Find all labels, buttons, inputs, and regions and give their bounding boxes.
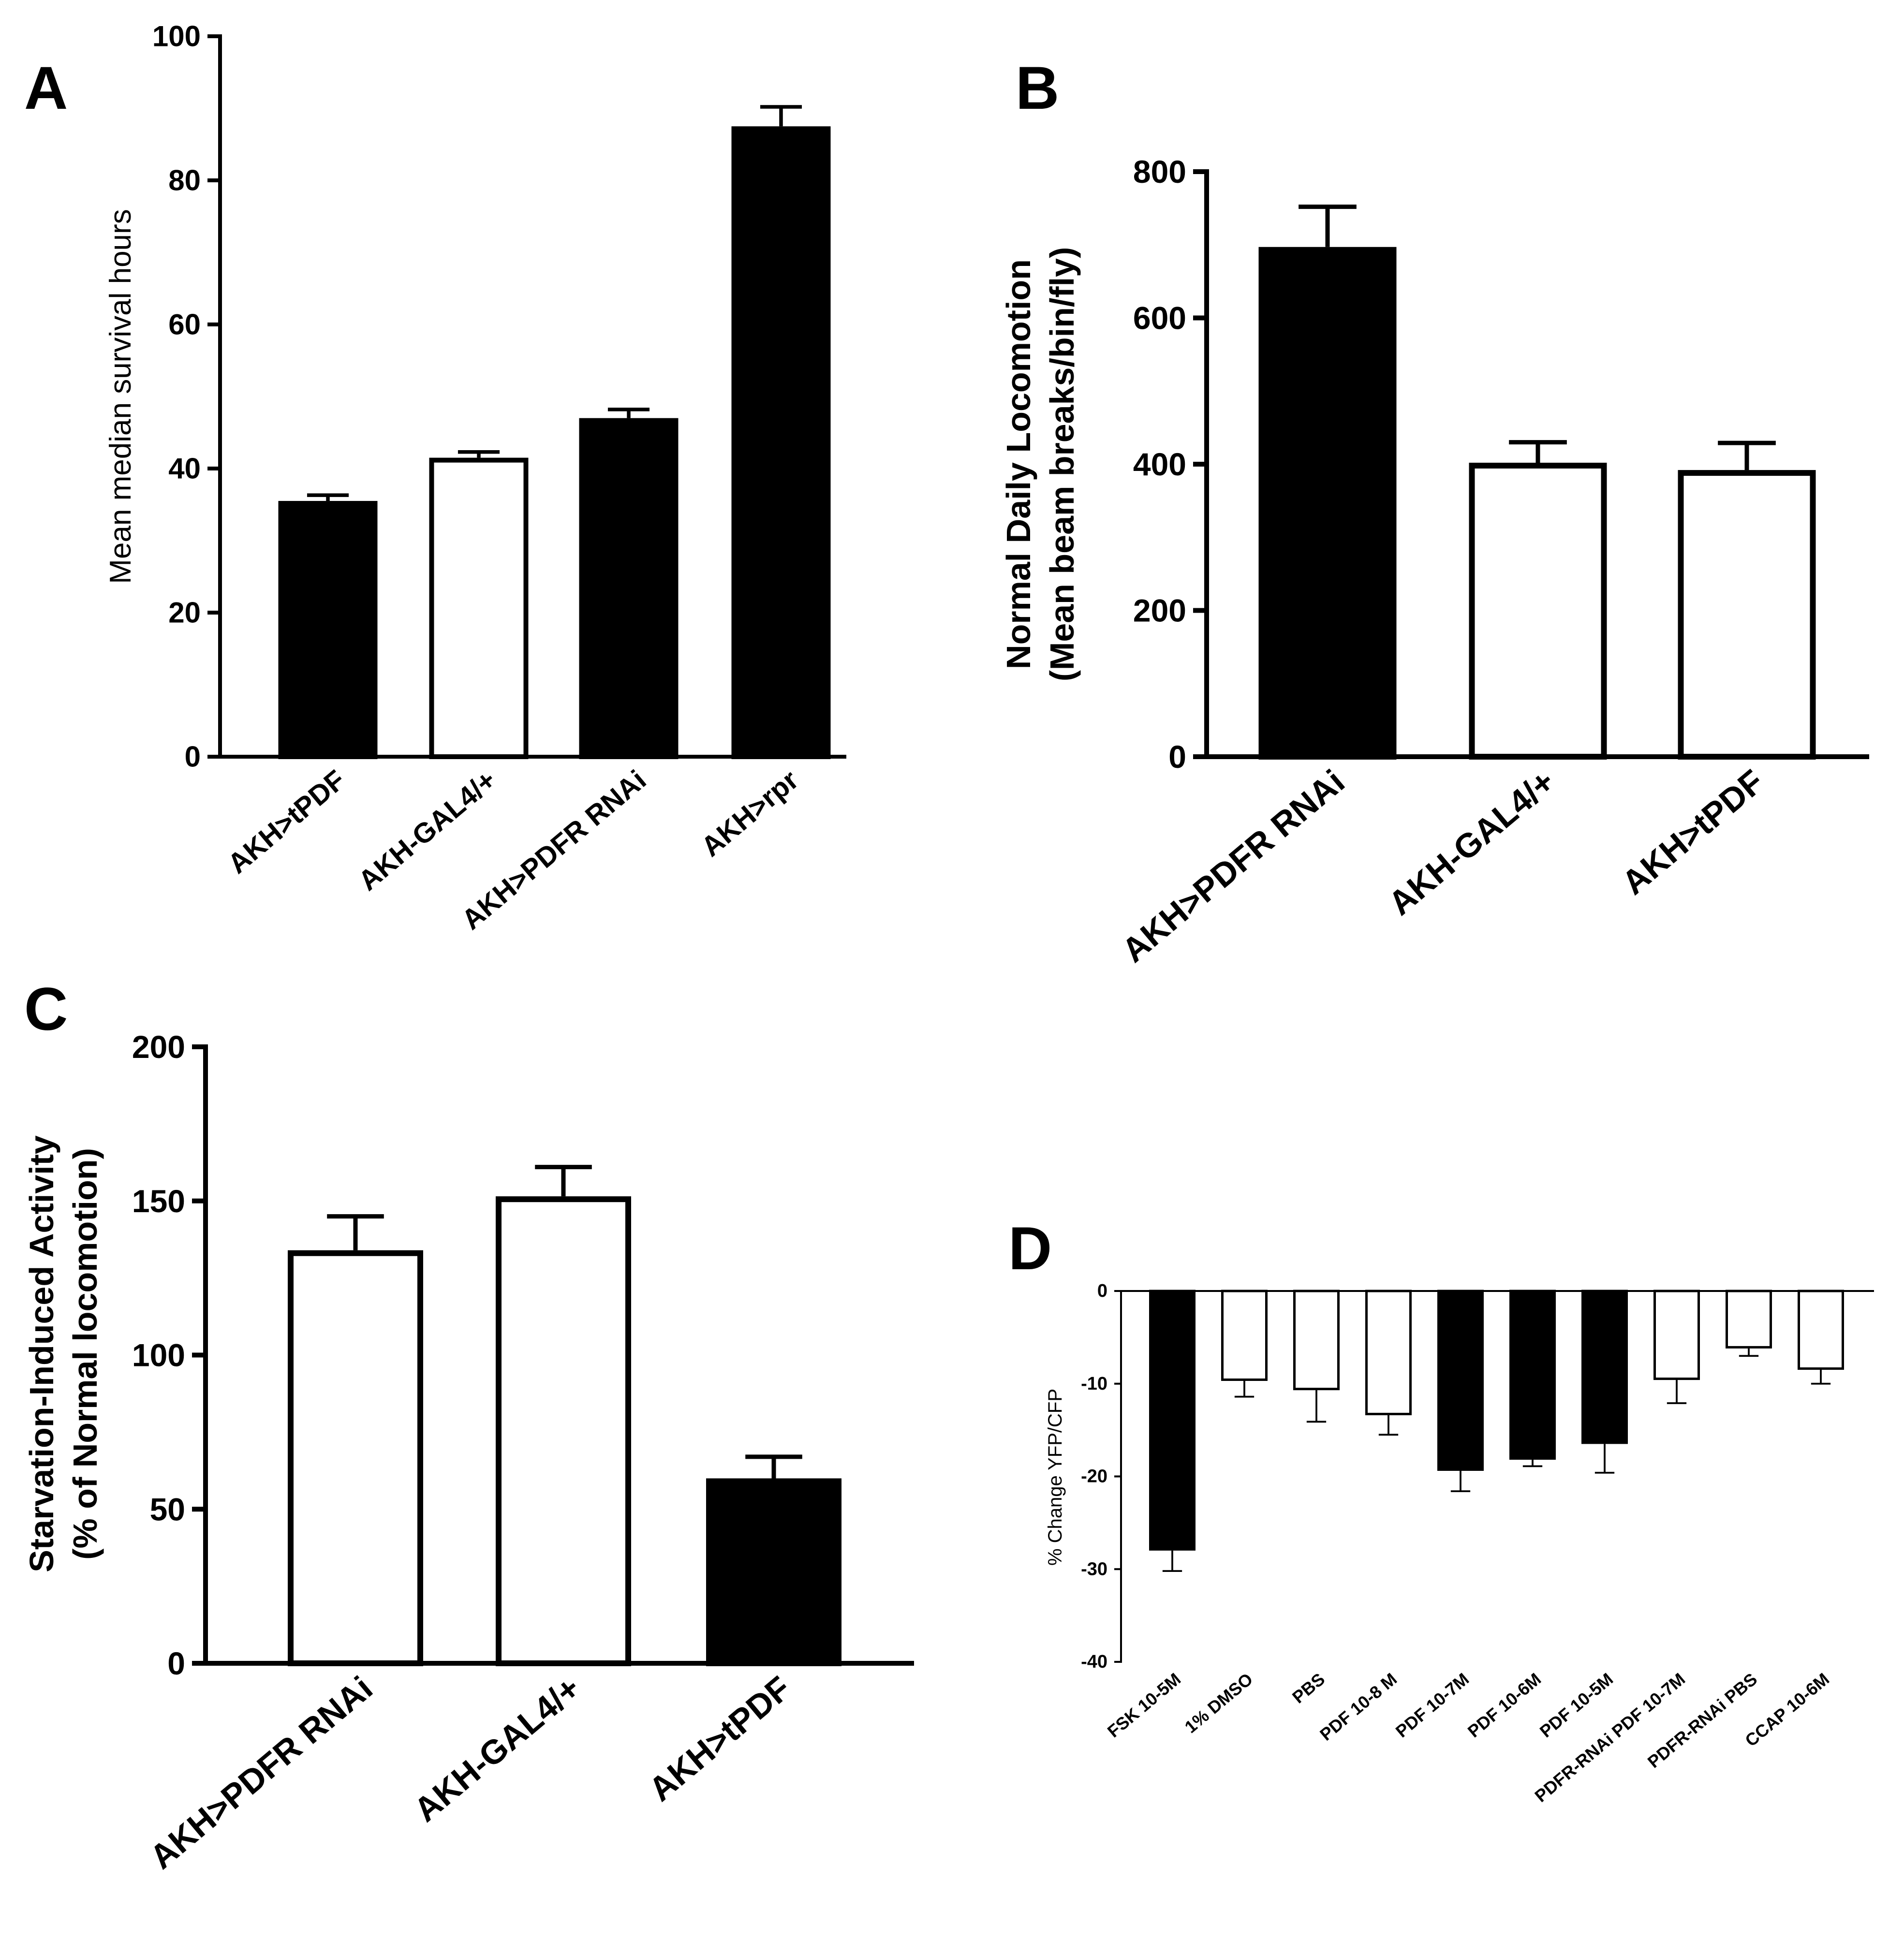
- y-tick-label: 800: [1133, 154, 1186, 190]
- bar: [1653, 1290, 1700, 1380]
- x-tick-label: AKH>tPDF: [642, 1669, 798, 1808]
- y-tick-label: 400: [1133, 446, 1186, 482]
- bar: [731, 126, 831, 759]
- chart-b: 0 200 400 600 800 Normal Daily Locomotion (Mea…: [1000, 154, 1869, 969]
- bar: [1678, 470, 1816, 760]
- bar: [1365, 1290, 1412, 1415]
- panel-label-b: B: [1016, 55, 1059, 122]
- x-tick-label: PDF 10-7M: [1392, 1669, 1473, 1742]
- bar: [579, 418, 679, 759]
- bar: [1437, 1290, 1484, 1471]
- panel-label-c: C: [24, 976, 68, 1043]
- x-tick-label: PDF 10-8 M: [1316, 1669, 1401, 1745]
- y-tick-label: -40: [1081, 1652, 1107, 1672]
- y-axis-title: Mean median survival hours: [104, 209, 137, 584]
- y-tick-label: 0: [185, 741, 201, 773]
- bar: [278, 501, 378, 760]
- y-tick-label: 50: [150, 1491, 185, 1527]
- x-tick-label: PBS: [1288, 1669, 1328, 1707]
- panel-label-a: A: [24, 55, 68, 122]
- y-tick-label: 100: [132, 1337, 185, 1373]
- bar: [429, 457, 529, 759]
- y-axis-title: % Change YFP/CFP: [1045, 1389, 1066, 1566]
- panel-label-d: D: [1008, 1215, 1052, 1282]
- bar: [706, 1478, 841, 1666]
- bar: [1798, 1290, 1844, 1370]
- y-tick-label: 20: [168, 597, 201, 629]
- x-tick-label: FSK 10-5M: [1104, 1669, 1184, 1742]
- x-tick-label: 1% DMSO: [1181, 1669, 1257, 1737]
- y-axis-subtitle: (Mean beam breaks/bin/fly): [1043, 247, 1081, 682]
- y-tick-label: -10: [1081, 1374, 1107, 1394]
- chart-a: 0 20 40 60 80 100 Mean median survival hours AK…: [104, 20, 846, 936]
- y-tick-label: 80: [168, 164, 201, 197]
- bar: [1149, 1290, 1196, 1551]
- bar: [1509, 1290, 1556, 1460]
- y-tick-label: -20: [1081, 1467, 1107, 1487]
- y-tick-label: 200: [132, 1029, 185, 1065]
- y-tick-label: 200: [1133, 593, 1186, 629]
- y-axis-title: Starvation-Induced Activity: [23, 1135, 60, 1572]
- y-tick-label: -30: [1081, 1559, 1107, 1579]
- x-tick-label: AKH>PDFR RNAi: [1115, 763, 1352, 969]
- y-tick-label: 0: [167, 1645, 185, 1681]
- y-tick-label: 100: [152, 20, 201, 53]
- x-tick-label: AKH-GAL4/+: [1381, 763, 1562, 923]
- y-axis-subtitle: (% of Normal locomotion): [66, 1148, 104, 1560]
- x-tick-label: PDF 10-6M: [1464, 1669, 1545, 1742]
- x-tick-label: AKH-GAL4/+: [407, 1669, 587, 1829]
- bar: [496, 1196, 631, 1666]
- y-tick-label: 0: [1168, 739, 1186, 775]
- bar: [1258, 247, 1397, 760]
- y-tick-label: 0: [1097, 1281, 1107, 1301]
- x-tick-label: AKH-GAL4/+: [353, 764, 502, 897]
- bar: [1221, 1290, 1268, 1381]
- chart-d: 0 -10 -20 -30 -40 % Change YFP/CFP FSK 10-5M1%…: [1045, 1281, 1874, 1806]
- x-tick-label: AKH>rpr: [695, 764, 805, 863]
- x-tick-label: AKH>tPDF: [1615, 763, 1771, 902]
- y-tick-label: 150: [132, 1183, 185, 1219]
- bar: [1469, 462, 1607, 760]
- y-axis-title: Normal Daily Locomotion: [1000, 259, 1037, 669]
- bar: [1726, 1290, 1772, 1349]
- y-tick-label: 60: [168, 308, 201, 341]
- bar: [288, 1250, 423, 1666]
- bar: [1293, 1290, 1340, 1391]
- chart-c: 0 50 100 150 200 Starvation-Induced Activity(…: [23, 1029, 914, 1876]
- x-tick-label: AKH>tPDF: [222, 764, 352, 880]
- y-tick-label: 600: [1133, 300, 1186, 336]
- bar: [1581, 1290, 1628, 1444]
- y-tick-label: 40: [168, 453, 201, 485]
- x-tick-label: AKH>PDFR RNAi: [143, 1669, 380, 1876]
